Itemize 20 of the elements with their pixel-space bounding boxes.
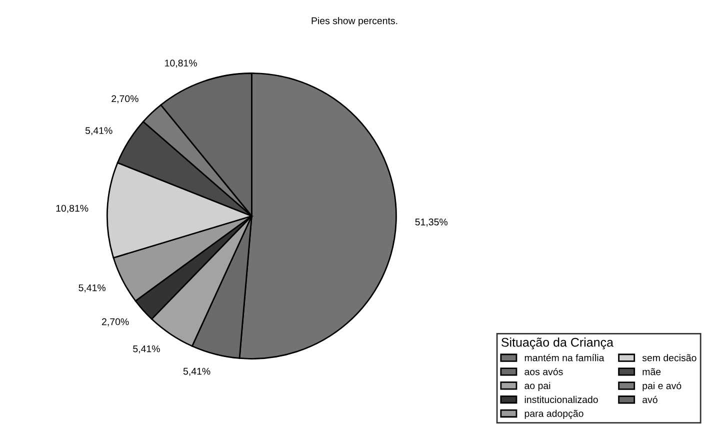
legend-label: institucionalizado <box>524 396 598 404</box>
data-label: 2,70% <box>102 318 129 326</box>
data-label: 5,41% <box>183 368 210 376</box>
data-label: 2,70% <box>112 95 138 104</box>
legend-label: avó <box>642 396 658 404</box>
data-label: 10,81% <box>165 60 197 68</box>
data-label: 5,41% <box>133 345 160 354</box>
legend-label: sem decisão <box>642 354 696 362</box>
legend-label: ao pai <box>524 382 550 392</box>
legend-title: Situação da Criança <box>501 338 614 350</box>
data-label: 10,81% <box>56 204 88 213</box>
data-label: 51,35% <box>415 218 448 227</box>
legend-label: mantém na família <box>524 354 604 362</box>
data-label: 5,41% <box>85 127 112 136</box>
chart-title: Pies show percents. <box>312 17 398 26</box>
data-label: 5,41% <box>78 284 106 292</box>
legend-label: mãe <box>642 368 661 376</box>
legend-label: pai e avó <box>642 382 682 392</box>
legend-label: para adopção <box>524 410 584 419</box>
legend-label: aos avós <box>524 368 563 376</box>
